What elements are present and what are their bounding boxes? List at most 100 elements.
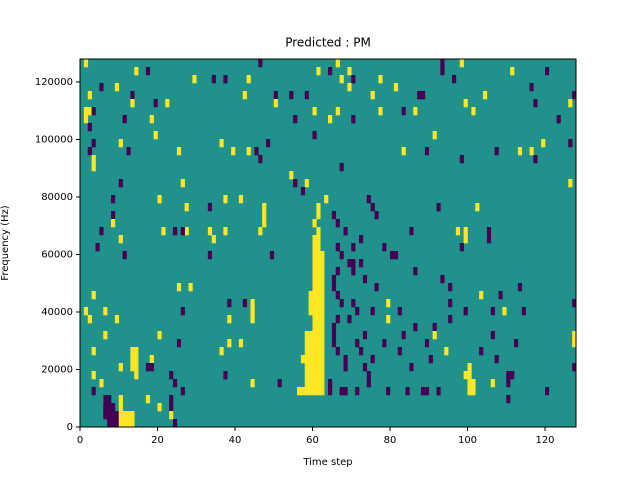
- heatmap-cell: [99, 227, 104, 236]
- heatmap-cell: [316, 307, 321, 316]
- heatmap-cell: [331, 275, 337, 284]
- heatmap-cell: [409, 363, 414, 372]
- heatmap-cell: [238, 339, 244, 348]
- heatmap-cell: [300, 355, 306, 364]
- heatmap-cell: [316, 379, 321, 388]
- heatmap-cell: [366, 371, 371, 380]
- heatmap-cell: [347, 315, 352, 324]
- heatmap-cell: [370, 203, 375, 212]
- heatmap-cell: [312, 363, 317, 372]
- heatmap-cell: [87, 91, 92, 100]
- heatmap-cell: [312, 315, 317, 324]
- heatmap-cell: [463, 371, 468, 380]
- heatmap-cell: [467, 387, 472, 396]
- heatmap-cell: [316, 347, 321, 356]
- heatmap-cell: [572, 299, 577, 308]
- heatmap-cell: [556, 115, 561, 124]
- heatmap-cell: [173, 227, 178, 236]
- heatmap-cell: [107, 419, 112, 428]
- y-tick-label: 0: [67, 422, 73, 433]
- heatmap-cell: [479, 291, 484, 300]
- heatmap-cell: [107, 403, 112, 412]
- heatmap-cell: [130, 355, 135, 364]
- heatmap-cell: [316, 203, 321, 212]
- heatmap-cell: [308, 363, 313, 372]
- heatmap-cell: [262, 219, 267, 228]
- x-tick-label: 120: [535, 435, 554, 446]
- heatmap-cell: [130, 347, 135, 356]
- heatmap-cell: [486, 235, 492, 244]
- heatmap-cell: [258, 59, 263, 68]
- heatmap-cell: [514, 339, 519, 348]
- heatmap-cell: [413, 267, 418, 276]
- heatmap-cell: [471, 379, 476, 388]
- heatmap-cell: [145, 363, 151, 372]
- heatmap-cell: [510, 67, 515, 76]
- heatmap-cell: [401, 147, 406, 156]
- heatmap-cell: [529, 147, 534, 156]
- heatmap-cell: [308, 299, 313, 308]
- heatmap-cell: [207, 227, 213, 236]
- heatmap-cell: [343, 227, 348, 236]
- heatmap-cell: [320, 323, 325, 332]
- y-tick-label: 20000: [41, 365, 73, 376]
- heatmap-cell: [320, 315, 325, 324]
- heatmap-cell: [351, 259, 356, 268]
- heatmap-cell: [118, 235, 123, 244]
- heatmap-cell: [122, 115, 127, 124]
- heatmap-cell: [312, 275, 317, 284]
- heatmap-cell: [308, 371, 313, 380]
- heatmap-cell: [223, 227, 228, 236]
- heatmap-cell: [440, 67, 445, 76]
- heatmap-cell: [428, 355, 433, 364]
- heatmap-cell: [297, 387, 302, 396]
- heatmap-cell: [533, 155, 538, 164]
- heatmap-cell: [436, 387, 441, 396]
- heatmap-cell: [568, 179, 573, 188]
- heatmap-cell: [312, 307, 317, 316]
- heatmap-cell: [157, 331, 162, 340]
- heatmap-cell: [308, 387, 313, 396]
- heatmap-cell: [134, 355, 139, 364]
- heatmap-cell: [169, 411, 174, 420]
- heatmap-cell: [246, 75, 251, 84]
- heatmap-cell: [316, 243, 321, 252]
- heatmap-cell: [498, 291, 503, 300]
- heatmap-cell: [103, 331, 108, 340]
- heatmap-cell: [118, 179, 123, 188]
- heatmap-cell: [459, 243, 464, 252]
- heatmap-cell: [351, 75, 356, 84]
- heatmap-cell: [118, 139, 123, 148]
- heatmap-cell: [463, 235, 468, 244]
- heatmap-cell: [374, 211, 379, 220]
- heatmap-cell: [320, 267, 325, 276]
- heatmap-cell: [312, 251, 317, 260]
- heatmap-cell: [378, 107, 383, 116]
- heatmap-cell: [393, 251, 399, 260]
- heatmap-cell: [467, 363, 472, 372]
- heatmap-cell: [331, 331, 337, 340]
- heatmap-cell: [351, 115, 356, 124]
- heatmap-cell: [134, 347, 139, 356]
- heatmap-cell: [134, 371, 139, 380]
- heatmap-cell: [331, 283, 337, 292]
- heatmap-cell: [343, 387, 348, 396]
- heatmap-cell: [91, 155, 96, 164]
- heatmap-cell: [517, 283, 523, 292]
- heatmap-cell: [99, 83, 104, 92]
- heatmap-cell: [568, 139, 573, 148]
- heatmap-cell: [277, 379, 282, 388]
- heatmap-cell: [180, 387, 185, 396]
- heatmap-cell: [545, 387, 550, 396]
- heatmap-cell: [219, 139, 224, 148]
- heatmap-cell: [312, 283, 317, 292]
- heatmap-cell: [223, 371, 228, 380]
- heatmap-cell: [153, 131, 158, 140]
- x-axis-label: Time step: [302, 457, 352, 468]
- heatmap-cell: [312, 107, 317, 116]
- heatmap-cell: [320, 259, 325, 268]
- heatmap-cell: [366, 379, 371, 388]
- heatmap-cell: [149, 355, 154, 364]
- heatmap-cell: [448, 315, 453, 324]
- heatmap-cell: [335, 107, 340, 116]
